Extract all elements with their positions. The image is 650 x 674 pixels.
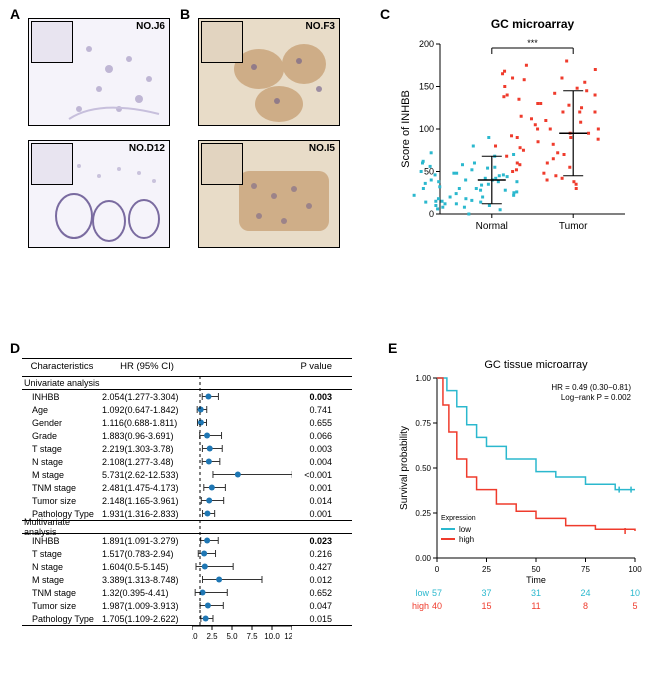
svg-text:200: 200: [419, 39, 434, 49]
svg-text:5: 5: [632, 601, 637, 611]
svg-text:75: 75: [581, 565, 590, 574]
svg-text:100: 100: [419, 124, 434, 134]
svg-text:10.0: 10.0: [264, 632, 280, 641]
forest-plot-table: CharacteristicsHR (95% CI)P valueUnivari…: [22, 358, 352, 638]
svg-text:5.0: 5.0: [226, 632, 238, 641]
panel-b-label: B: [180, 6, 190, 22]
svg-text:0.75: 0.75: [415, 419, 431, 428]
histo-b1-label: NO.F3: [306, 21, 335, 32]
svg-text:low: low: [459, 525, 471, 534]
histo-a1-label: NO.J6: [136, 21, 165, 32]
panel-a-label: A: [10, 6, 20, 22]
svg-text:40: 40: [432, 601, 442, 611]
svg-text:2.5: 2.5: [206, 632, 218, 641]
svg-text:0.0: 0.0: [192, 632, 198, 641]
svg-text:150: 150: [419, 82, 434, 92]
svg-text:8: 8: [583, 601, 588, 611]
scatter-chart: GC microarray 0 50 100 150 200 Score of INHBB N…: [395, 14, 635, 244]
svg-text:50: 50: [532, 565, 541, 574]
histo-b2-label: NO.I5: [309, 143, 335, 154]
svg-text:0: 0: [435, 565, 440, 574]
svg-text:low: low: [415, 588, 429, 598]
svg-text:Expression: Expression: [441, 515, 476, 522]
panel-e-label: E: [388, 340, 397, 356]
svg-text:0.25: 0.25: [415, 509, 431, 518]
svg-text:11: 11: [531, 601, 540, 611]
svg-text:Score of INHBB: Score of INHBB: [400, 90, 412, 168]
svg-text:12.5: 12.5: [284, 632, 292, 641]
svg-text:high: high: [459, 535, 474, 544]
km-plot: GC tissue microarray 0.00 0.25 0.50 0.75 1.00…: [395, 356, 645, 646]
svg-text:50: 50: [424, 167, 434, 177]
svg-text:10: 10: [630, 588, 640, 598]
svg-text:HR = 0.49 (0.30−0.81): HR = 0.49 (0.30−0.81): [551, 383, 631, 392]
svg-text:7.5: 7.5: [246, 632, 258, 641]
svg-text:100: 100: [628, 565, 642, 574]
histo-a2-inset: [31, 143, 73, 185]
histo-b1-inset: [201, 21, 243, 63]
svg-text:***: ***: [527, 38, 538, 48]
panel-c-label: C: [380, 6, 390, 22]
svg-text:high: high: [412, 601, 429, 611]
svg-text:0.00: 0.00: [415, 554, 431, 563]
svg-text:31: 31: [531, 588, 541, 598]
svg-text:0: 0: [429, 209, 434, 219]
svg-text:15: 15: [481, 601, 491, 611]
svg-text:Normal: Normal: [476, 221, 508, 232]
svg-text:37: 37: [481, 588, 491, 598]
histo-b2: NO.I5: [198, 140, 340, 248]
svg-text:Tumor: Tumor: [559, 221, 588, 232]
histo-a1-inset: [31, 21, 73, 63]
svg-text:Survival probability: Survival probability: [399, 426, 410, 510]
svg-text:Time: Time: [526, 575, 546, 585]
svg-text:0.50: 0.50: [415, 464, 431, 473]
histo-b2-inset: [201, 143, 243, 185]
histo-a2: NO.D12: [28, 140, 170, 248]
svg-text:GC tissue microarray: GC tissue microarray: [484, 359, 588, 371]
svg-text:57: 57: [432, 588, 442, 598]
svg-text:1.00: 1.00: [415, 374, 431, 383]
histo-b1: NO.F3: [198, 18, 340, 126]
svg-text:25: 25: [482, 565, 491, 574]
histo-a1: NO.J6: [28, 18, 170, 126]
panel-d-label: D: [10, 340, 20, 356]
svg-text:Log−rank P = 0.002: Log−rank P = 0.002: [561, 393, 632, 402]
svg-text:GC microarray: GC microarray: [491, 17, 575, 31]
svg-text:24: 24: [580, 588, 590, 598]
histo-a2-label: NO.D12: [129, 143, 165, 154]
